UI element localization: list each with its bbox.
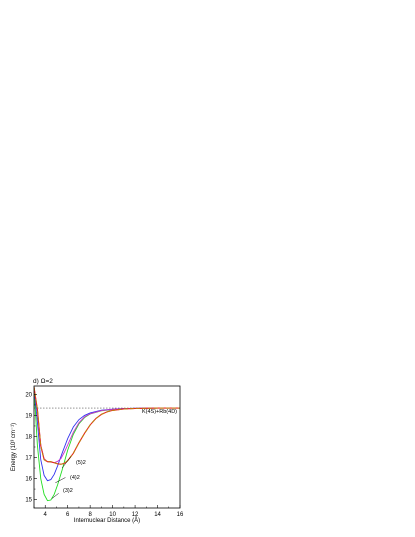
annotation-4-2: (4)2	[70, 475, 80, 481]
series-line-2	[34, 387, 180, 482]
x-tick-label: 4	[44, 512, 48, 518]
y-tick-label: 15	[25, 498, 32, 504]
y-tick-label: 19	[25, 413, 32, 419]
panel-label: d) Ω=2	[33, 378, 53, 385]
x-tick-label: 8	[88, 512, 92, 518]
series-line-5	[34, 386, 180, 465]
series-line-1	[34, 387, 180, 502]
x-tick-label: 16	[177, 512, 184, 518]
annotation-leader-2	[55, 477, 66, 483]
plot-area	[34, 386, 180, 502]
annotation-leader-3	[51, 493, 59, 499]
series-line-4	[34, 386, 180, 465]
asymptote-label: K(4S)+Rb(4D)	[142, 409, 177, 415]
annotation-5-2: (5)2	[76, 460, 86, 466]
y-tick-label: 16	[25, 477, 32, 483]
x-tick-label: 12	[132, 512, 139, 518]
annotation-3-2: (3)2	[63, 488, 73, 494]
y-tick-label: 20	[25, 392, 32, 398]
y-tick-label: 18	[25, 434, 32, 440]
x-tick-label: 6	[66, 512, 70, 518]
y-tick-label: 17	[25, 456, 32, 462]
x-tick-label: 10	[109, 512, 116, 518]
series-line-3	[34, 386, 180, 464]
x-axis-title: Internuclear Distance (Å)	[74, 517, 140, 524]
x-tick-label: 14	[154, 512, 161, 518]
axes: 4 6 8 10 12 14 16 15 16 17 18 19 20	[25, 392, 184, 518]
y-axis-title: Energy (10³ cm⁻¹)	[11, 423, 17, 471]
annotation-leader-1	[61, 456, 72, 469]
